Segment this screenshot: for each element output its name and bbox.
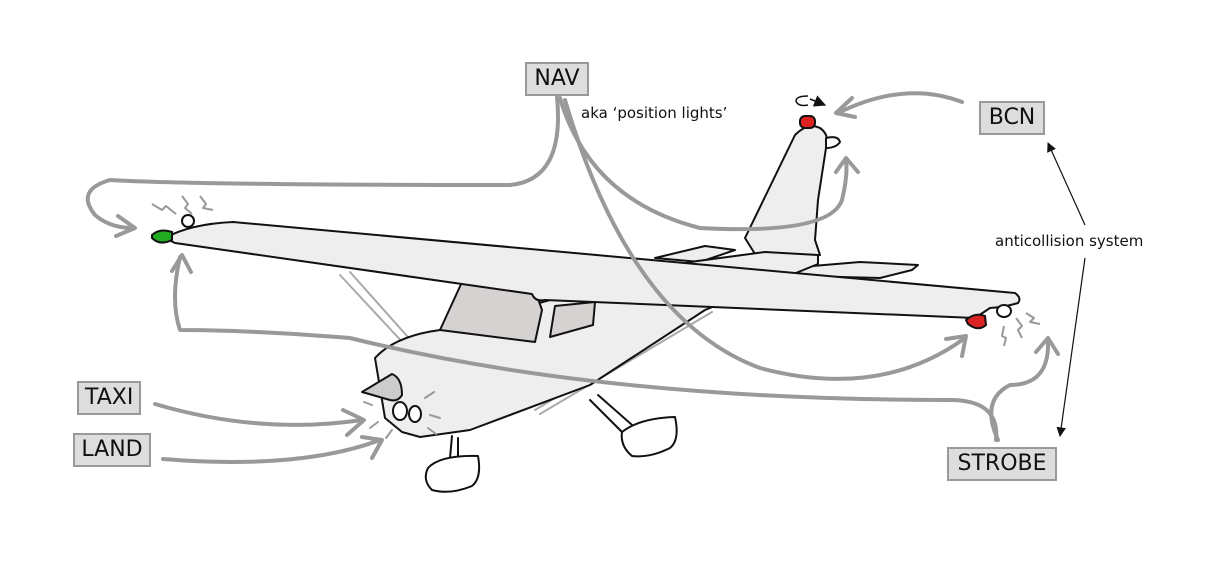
cabin-window-rear xyxy=(549,301,596,338)
nav-light-red xyxy=(964,313,988,330)
nose-light-rays xyxy=(363,391,441,439)
position-lights xyxy=(151,115,988,330)
label-nav: NAV xyxy=(525,62,589,96)
arrow-strobe-left xyxy=(173,255,999,442)
main-wing xyxy=(164,221,1021,319)
strobe-flash-icon xyxy=(151,195,1041,347)
strobe-housing-right xyxy=(996,304,1012,318)
arrowhead xyxy=(341,408,366,437)
wheel-nose xyxy=(424,454,481,493)
stabilizer-left xyxy=(654,245,736,263)
strobe-housing-left xyxy=(181,214,195,228)
arrow-nav-right-tip xyxy=(563,98,967,381)
landing-light xyxy=(408,405,422,423)
airplane-body xyxy=(164,125,1021,493)
arrowhead xyxy=(114,214,137,238)
propeller-spinner xyxy=(361,373,403,402)
beacon-light xyxy=(799,115,816,129)
arrow-icon xyxy=(1047,142,1086,226)
arrowhead xyxy=(360,435,384,460)
label-land: LAND xyxy=(73,433,151,467)
arrowhead xyxy=(834,156,860,174)
arrow-nav-left-tip xyxy=(85,95,560,230)
callout-arrows xyxy=(85,91,1060,464)
arrow-taxi xyxy=(153,402,364,427)
arrow-land xyxy=(161,438,382,464)
label-strobe: STROBE xyxy=(947,447,1057,481)
vertical-tail xyxy=(744,125,829,263)
wing-strut-left xyxy=(339,271,416,346)
arrowhead xyxy=(1034,336,1060,356)
arrow-strobe-right xyxy=(989,338,1051,442)
nav-light-green xyxy=(151,229,173,244)
note-anticollision-system: anticollision system xyxy=(995,232,1144,250)
arrow-bcn xyxy=(836,91,964,115)
taxi-light xyxy=(392,401,408,421)
note-position-lights: aka ‘position lights’ xyxy=(581,104,728,122)
arrow-nav-tail xyxy=(558,96,849,232)
label-taxi: TAXI xyxy=(77,381,141,415)
rotating-beacon-icon xyxy=(795,95,827,107)
arrowhead xyxy=(170,253,193,274)
wheel-right xyxy=(620,416,678,458)
arrow-icon xyxy=(1056,257,1086,437)
arrowhead xyxy=(944,334,968,358)
gear-leg-nose xyxy=(449,435,459,459)
anticollision-arrows xyxy=(1047,142,1086,437)
arrowhead xyxy=(834,96,857,119)
label-bcn: BCN xyxy=(979,101,1045,135)
strobe-housing-tail xyxy=(825,136,841,149)
